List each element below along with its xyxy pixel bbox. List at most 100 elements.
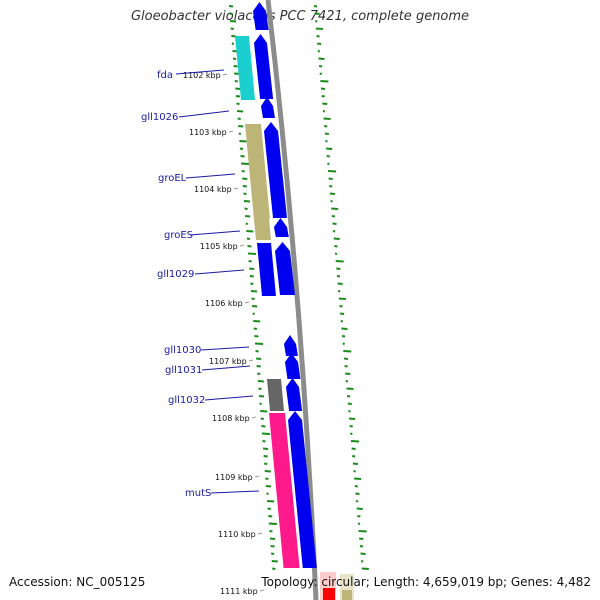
gc-skew-mark: [354, 477, 362, 480]
gc-content-mark: [264, 462, 268, 465]
gc-skew-mark: [357, 522, 361, 525]
gc-skew-mark: [332, 230, 336, 233]
gene-label-fda: fda: [157, 70, 173, 81]
gc-skew-mark: [348, 410, 351, 413]
gc-content-mark: [232, 57, 237, 60]
gc-content-mark: [264, 470, 271, 473]
gc-content-mark: [261, 425, 266, 428]
cds-arrow: [274, 218, 289, 237]
cds-arrow: [288, 411, 317, 568]
gc-content-mark: [256, 365, 261, 368]
kbp-tick-mark: [228, 130, 234, 133]
kbp-tick-label: 1109 kbp: [215, 473, 253, 482]
gc-skew-mark: [316, 35, 320, 38]
gc-skew-mark: [317, 42, 322, 45]
gc-content-mark: [235, 95, 241, 98]
kbp-tick-mark: [248, 359, 254, 362]
gc-content-mark: [245, 222, 248, 225]
gc-content-mark: [258, 395, 265, 398]
cds-arrow: [264, 122, 288, 218]
gc-skew-mark: [336, 275, 341, 278]
gc-skew-mark: [360, 560, 364, 563]
gc-content-mark: [254, 342, 264, 345]
gc-skew-mark: [331, 215, 336, 218]
gc-content-mark: [241, 170, 245, 173]
gc-skew-mark: [342, 342, 345, 345]
gc-skew-mark: [341, 327, 348, 330]
gc-content-mark: [271, 560, 278, 563]
kbp-tick-label: 1110 kbp: [218, 530, 256, 539]
gc-skew-mark: [319, 72, 322, 75]
kbp-tick-label: 1104 kbp: [194, 185, 232, 194]
gc-content-mark: [230, 27, 234, 30]
gc-content-mark: [234, 80, 238, 83]
gc-skew-mark: [346, 387, 354, 390]
gc-skew-mark: [329, 185, 333, 188]
gc-skew-mark: [343, 357, 349, 360]
gc-skew-mark: [328, 177, 333, 180]
gc-content-mark: [256, 357, 262, 360]
kbp-tick-mark: [222, 73, 228, 76]
kbp-tick-label: 1102 kbp: [183, 71, 221, 80]
gc-skew-mark: [348, 417, 356, 420]
gc-skew-mark: [345, 380, 349, 383]
gc-content-mark: [247, 245, 252, 248]
gc-content-mark: [239, 147, 244, 150]
gc-content-mark: [242, 185, 247, 188]
gc-content-mark: [235, 87, 241, 90]
gc-skew-mark: [313, 5, 318, 8]
gc-content-mark: [231, 42, 235, 45]
gc-skew-mark: [321, 95, 325, 98]
gene-leader-line: [178, 110, 230, 118]
gc-content-mark: [270, 545, 275, 548]
gc-content-mark: [267, 507, 271, 510]
gc-content-mark: [269, 537, 276, 540]
gc-content-mark: [254, 335, 259, 338]
gene-leader-line: [194, 269, 245, 275]
gc-skew-mark: [359, 537, 364, 540]
gc-content-mark: [265, 485, 272, 488]
gc-content-mark: [272, 567, 276, 570]
gc-skew-mark: [331, 207, 339, 210]
gene-label-gll1026: gll1026: [141, 112, 178, 123]
cds-arrow: [254, 34, 274, 99]
gc-skew-mark: [315, 20, 318, 23]
gc-skew-mark: [340, 320, 344, 323]
gc-content-mark: [257, 372, 261, 375]
kbp-tick-mark: [251, 416, 257, 419]
bottom-block: [342, 590, 352, 600]
gc-skew-mark: [337, 282, 343, 285]
map-title: Gloeobacter violaceus PCC 7421, complete…: [130, 9, 470, 24]
cds-arrow: [284, 335, 298, 356]
gc-skew-mark: [357, 515, 361, 518]
cds-arrow: [285, 353, 301, 379]
bottom-block: [323, 588, 335, 600]
gc-content-mark: [238, 125, 244, 128]
gene-leader-line: [175, 69, 225, 75]
cds-arrow: [275, 242, 295, 295]
gc-content-mark: [252, 312, 255, 315]
gc-skew-mark: [351, 447, 356, 450]
gc-skew-mark: [322, 110, 326, 113]
gc-skew-mark: [332, 222, 337, 225]
genome-backbone-arc: [265, 0, 319, 600]
gc-skew-mark: [338, 297, 346, 300]
gene-leader-line: [200, 346, 250, 351]
gc-content-mark: [267, 500, 275, 503]
accession-text: Accession: NC_005125: [9, 575, 146, 589]
gc-skew-mark: [322, 102, 328, 105]
gc-skew-mark: [334, 245, 338, 248]
gene-groES-block: [254, 219, 271, 240]
gc-skew-mark: [344, 365, 348, 368]
gc-skew-mark: [329, 192, 336, 195]
gc-content-mark: [246, 230, 254, 233]
gc-content-mark: [266, 492, 269, 495]
gc-content-mark: [238, 132, 242, 135]
gc-skew-mark: [326, 155, 330, 158]
gc-skew-mark: [326, 147, 333, 150]
cds-block: [257, 243, 276, 296]
gc-skew-mark: [337, 290, 341, 293]
gene-label-groEL: groEL: [158, 173, 187, 184]
gc-skew-mark: [355, 500, 359, 503]
